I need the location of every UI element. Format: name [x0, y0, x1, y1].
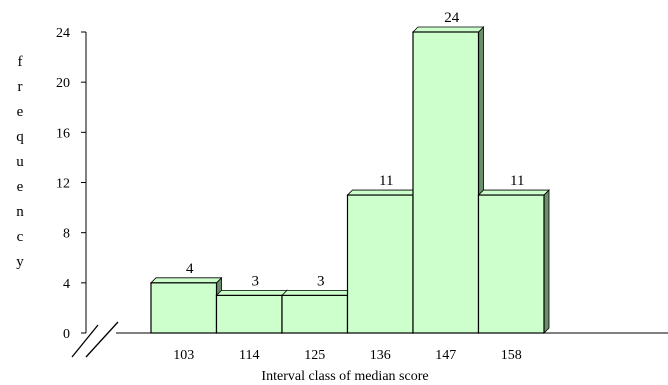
x-tick-label: 147	[435, 348, 456, 363]
y-tick-label: 24	[56, 26, 70, 41]
bar-top-face	[215, 289, 288, 296]
y-axis-label-letter: y	[16, 254, 24, 270]
x-tick-label: 114	[239, 348, 259, 363]
bar-top-face	[412, 26, 485, 33]
bar-side-face	[543, 189, 550, 334]
data-labels: 4 3 3 11 24 11	[186, 10, 524, 289]
y-axis-label-letter: e	[16, 179, 24, 195]
bars	[150, 26, 550, 334]
y-axis-label-letter: r	[17, 79, 23, 95]
x-axis-label: Interval class of median score	[261, 369, 428, 384]
bar	[346, 189, 419, 334]
bar-front-face	[412, 31, 480, 334]
data-label: 24	[444, 10, 460, 26]
bar-front-face	[281, 294, 349, 334]
x-tick-label: 103	[173, 348, 194, 363]
bar-top-face	[346, 189, 419, 196]
axis-break-mark	[85, 321, 119, 358]
x-tick-label: 158	[501, 348, 522, 363]
x-tick-label: 136	[370, 348, 391, 363]
y-tick-label: 4	[63, 277, 70, 292]
y-tick-label: 0	[63, 327, 70, 342]
bar	[215, 289, 288, 334]
data-label: 4	[186, 261, 194, 277]
y-axis-label-letter: e	[16, 104, 24, 120]
y-axis-label-letter: c	[16, 229, 24, 245]
y-axis-label-letter: q	[16, 129, 24, 145]
data-label: 3	[252, 273, 260, 289]
bar-front-face	[150, 282, 218, 334]
axis-break-mark	[71, 324, 99, 358]
bar-front-face	[346, 194, 414, 334]
bar	[412, 26, 485, 334]
y-tick-label: 12	[56, 177, 70, 192]
bar	[150, 276, 223, 334]
y-axis-label-letter: n	[16, 204, 24, 220]
y-tick-label: 16	[56, 126, 70, 141]
data-label: 11	[510, 173, 524, 189]
y-tick-label: 20	[56, 76, 70, 91]
bar-top-face	[477, 189, 550, 196]
bar	[477, 189, 550, 334]
bar-front-face	[477, 194, 545, 334]
data-label: 11	[379, 173, 393, 189]
y-tick-label: 8	[63, 227, 70, 242]
bar-top-face	[150, 277, 223, 284]
x-tick-label: 125	[304, 348, 325, 363]
bar-front-face	[215, 294, 283, 334]
bar-top-face	[281, 289, 354, 296]
y-axis-label-letter: u	[16, 154, 24, 170]
data-label: 3	[317, 273, 325, 289]
y-axis-label-letter: f	[17, 54, 23, 70]
bar	[281, 289, 354, 334]
